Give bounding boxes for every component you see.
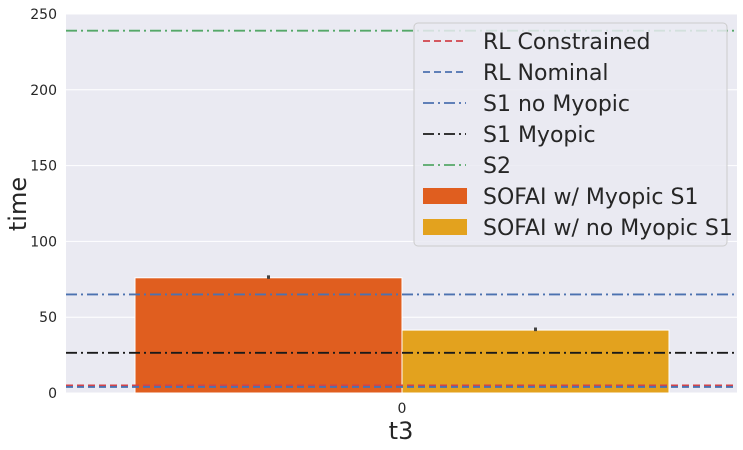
legend-label: RL Constrained (483, 30, 650, 55)
y-tick-label: 150 (30, 159, 57, 175)
x-tick-label: 0 (398, 401, 407, 417)
y-tick-label: 250 (30, 7, 57, 23)
legend-label: S1 Myopic (483, 123, 596, 148)
y-tick-label: 0 (48, 386, 57, 402)
legend-label: SOFAI w/ no Myopic S1 (483, 216, 733, 241)
legend-label: RL Nominal (483, 61, 609, 86)
y-axis-label: time (4, 177, 32, 231)
bars (134, 275, 670, 394)
legend-label: S1 no Myopic (483, 92, 630, 117)
legend-swatch (423, 219, 467, 235)
bar (401, 329, 670, 394)
x-axis-label: t3 (389, 417, 414, 445)
x-axis-ticks: 0 (398, 401, 407, 417)
legend-box (413, 22, 728, 247)
legend: RL Constrained RL Nominal S1 no Myopic S1 M… (413, 22, 733, 247)
y-tick-label: 100 (30, 234, 57, 250)
legend-swatch (423, 188, 467, 204)
legend-label: S2 (483, 154, 511, 179)
y-tick-label: 50 (39, 310, 57, 326)
reference-lines (66, 29, 737, 388)
y-tick-label: 200 (30, 83, 57, 99)
y-axis-ticks: 0 50 100 150 200 250 (30, 7, 57, 402)
legend-label: SOFAI w/ Myopic S1 (483, 185, 698, 210)
